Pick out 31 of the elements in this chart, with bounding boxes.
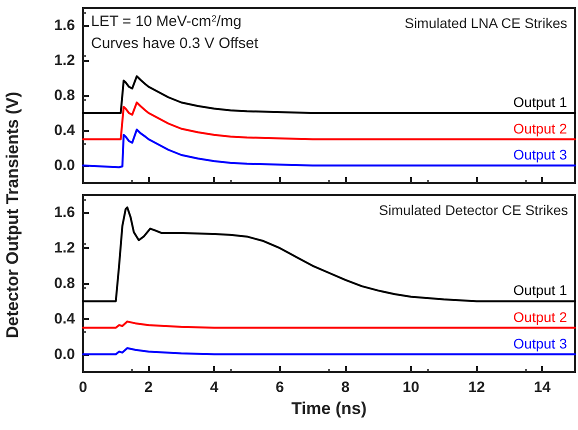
series-label: Output 3 [513, 335, 568, 352]
y-tick-label: 0.0 [54, 346, 75, 363]
y-tick-label: 0.8 [54, 275, 75, 292]
annotation: Simulated Detector CE Strikes [378, 202, 568, 218]
x-tick-label: 12 [468, 379, 485, 396]
series-label: Output 1 [513, 94, 568, 110]
y-tick-label: 1.2 [54, 52, 75, 69]
series-label: Output 1 [513, 282, 568, 298]
annotation: Simulated LNA CE Strikes [404, 15, 568, 31]
line-series [82, 206, 576, 302]
annotation: Curves have 0.3 V Offset [91, 35, 260, 52]
line-series [82, 75, 576, 114]
series-label: Output 3 [513, 146, 568, 162]
x-tick-label: 6 [276, 379, 284, 396]
x-axis-title: Time (ns) [291, 399, 367, 418]
y-tick-label: 1.6 [54, 17, 75, 34]
y-tick-label: 0.8 [54, 87, 75, 104]
y-tick-label: 1.6 [54, 204, 75, 222]
y-tick-label: 0.4 [54, 310, 76, 328]
series-label: Output 2 [513, 120, 568, 136]
x-tick-label: 10 [402, 379, 420, 396]
series-label: Output 2 [513, 308, 568, 325]
x-tick-label: 0 [78, 379, 88, 396]
x-tick-label: 8 [341, 379, 350, 396]
y-tick-label: 1.2 [54, 240, 75, 257]
y-tick-label: 0.4 [54, 122, 76, 139]
x-tick-label: 4 [210, 379, 220, 396]
y-axis-title: Detector Output Transients (V) [3, 92, 22, 338]
x-tick-label: 14 [534, 379, 552, 396]
x-tick-label: 2 [144, 379, 153, 396]
y-tick-label: 0.0 [54, 157, 75, 174]
